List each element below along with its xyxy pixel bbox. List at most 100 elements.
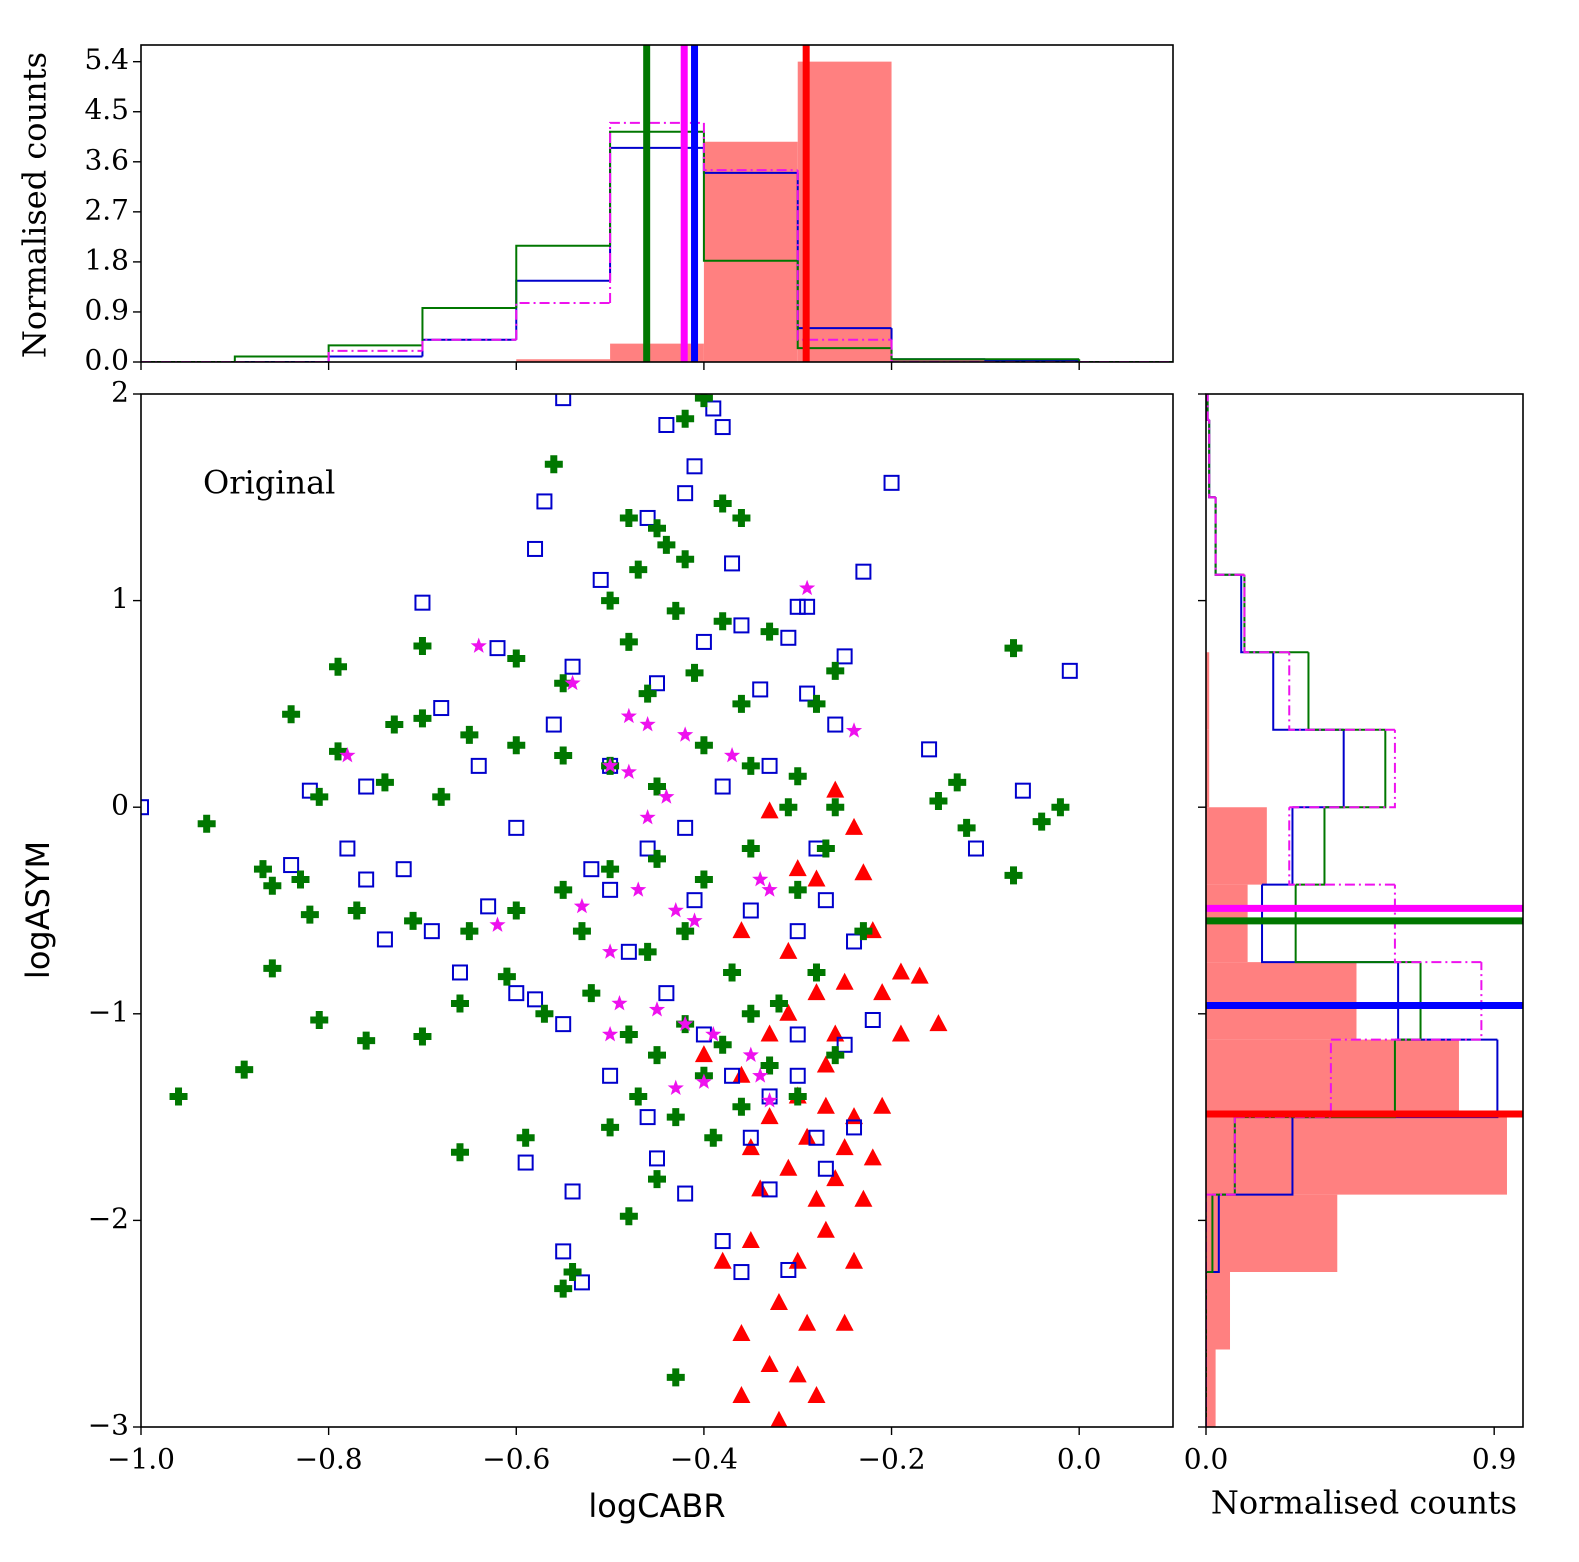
plus-marker (648, 777, 666, 796)
histogram-step (796, 260, 892, 350)
plus-marker (347, 901, 366, 920)
plus-marker (235, 1060, 254, 1079)
histogram-bar (1206, 652, 1210, 730)
square-marker (817, 1160, 834, 1177)
plus-marker (497, 967, 516, 986)
square-marker (395, 861, 412, 878)
plus-marker (357, 1031, 376, 1050)
histogram-step (515, 279, 611, 340)
histogram-step (1397, 962, 1498, 1041)
triangle-marker (798, 1127, 817, 1145)
plus-marker (554, 746, 573, 765)
plus-marker (648, 1046, 666, 1065)
star-marker (602, 943, 619, 959)
plus-marker (629, 560, 648, 579)
triangle-marker (779, 1158, 798, 1176)
histogram-step (890, 348, 986, 361)
triangle-marker (854, 1189, 873, 1207)
histogram-step (1324, 729, 1387, 809)
plus-marker (282, 705, 301, 724)
y-tick-label: 0 (111, 789, 129, 822)
plus-marker (544, 455, 563, 474)
histogram-step (609, 146, 704, 281)
square-marker (761, 1181, 778, 1198)
square-marker (677, 485, 694, 502)
square-marker (592, 571, 609, 588)
x-axis-label: Normalised counts (1211, 1484, 1517, 1522)
plus-marker (375, 773, 394, 792)
plus-marker (694, 736, 713, 755)
plus-marker (723, 963, 742, 982)
square-marker (733, 617, 750, 634)
triangle-marker (741, 1138, 760, 1156)
plus-marker (741, 756, 760, 775)
histogram-step (1240, 574, 1274, 654)
triangle-marker (760, 801, 779, 819)
y-tick-label: 1 (111, 582, 129, 615)
triangle-marker (798, 1313, 817, 1331)
plus-marker (197, 814, 216, 833)
square-marker (817, 892, 834, 909)
plus-marker (1004, 866, 1023, 885)
plus-marker (563, 1263, 582, 1282)
y-tick-label: 1.8 (84, 243, 129, 276)
x-tick-label: 0.0 (1057, 1443, 1102, 1476)
triangle-marker (760, 1024, 779, 1042)
star-marker (723, 747, 741, 763)
star-marker (611, 994, 628, 1011)
square-marker (789, 1067, 806, 1084)
plus-marker (460, 725, 479, 744)
histogram-step (796, 170, 892, 341)
plus-marker (619, 1207, 638, 1226)
plus-marker (676, 922, 695, 941)
x-tick-label: −0.8 (295, 1443, 363, 1476)
square-marker (583, 861, 600, 878)
star-marker (620, 763, 637, 779)
square-marker (358, 778, 375, 795)
triangle-marker (760, 1107, 779, 1125)
triangle-marker (788, 1251, 807, 1269)
histogram-step (1214, 497, 1245, 576)
star-marker (339, 747, 356, 763)
plus-marker (788, 767, 807, 786)
star-marker (564, 674, 581, 691)
square-marker (799, 685, 816, 702)
plus-marker (413, 709, 432, 728)
star-marker (752, 871, 769, 887)
star-marker (667, 902, 684, 918)
star-marker (667, 1079, 684, 1096)
y-tick-label: 2.7 (84, 193, 129, 226)
square-marker (808, 1129, 825, 1146)
square-marker (967, 840, 984, 857)
plus-marker (676, 409, 695, 428)
plus-marker (601, 1118, 620, 1137)
square-marker (527, 540, 544, 557)
plus-marker (826, 661, 845, 680)
histogram-step (1234, 1039, 1332, 1119)
plus-marker (253, 860, 272, 879)
triangle-marker (770, 1410, 788, 1427)
plus-marker (666, 601, 685, 620)
x-tick-label: −0.4 (670, 1443, 738, 1476)
plus-marker (601, 591, 620, 610)
square-marker (639, 840, 656, 857)
square-marker (527, 991, 544, 1008)
x-axis-label: logCABR (588, 1487, 725, 1525)
plus-marker (788, 880, 807, 899)
square-marker (799, 598, 816, 615)
triangle-marker (807, 869, 826, 887)
y-tick-label: 4.5 (84, 93, 129, 126)
plus-marker (638, 684, 657, 703)
square-marker (1014, 782, 1031, 799)
square-marker (836, 648, 853, 665)
square-marker (846, 1119, 863, 1136)
square-marker (855, 563, 872, 580)
axes-frame (1205, 393, 1524, 1428)
histogram-step (1218, 1117, 1294, 1196)
star-marker (799, 579, 816, 596)
plus-marker (629, 1087, 648, 1106)
plus-marker (300, 905, 319, 924)
plus-marker (385, 715, 404, 734)
histogram-step (1288, 807, 1395, 886)
triangle-marker (732, 1386, 751, 1404)
